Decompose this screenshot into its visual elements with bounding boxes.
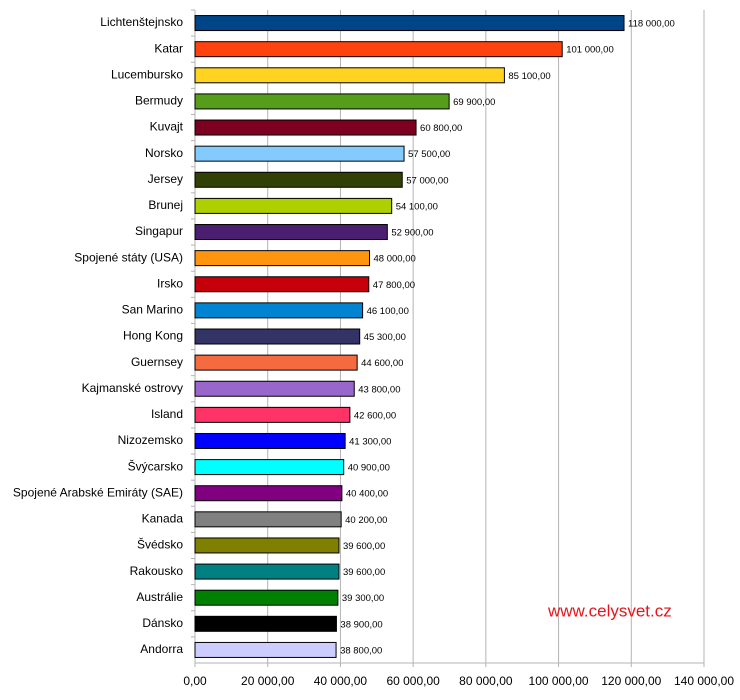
y-tick-label: Katar — [154, 41, 183, 55]
y-tick-label: Bermudy — [135, 94, 183, 108]
y-tick-label: Švýcarsko — [128, 458, 184, 473]
bar — [194, 276, 370, 293]
bar — [194, 589, 339, 606]
y-tick-label: Singapur — [135, 224, 183, 238]
y-tick-label: Lucembursko — [111, 67, 183, 81]
y-tick-label: Lichtenštejnsko — [100, 15, 183, 29]
value-label: 38 800,00 — [340, 645, 382, 656]
value-label: 42 600,00 — [354, 410, 396, 421]
value-label: 69 900,00 — [453, 97, 495, 108]
value-label: 85 100,00 — [508, 71, 550, 82]
y-tick-label: Island — [151, 407, 183, 421]
bar — [194, 197, 393, 214]
bar — [194, 563, 340, 580]
bar — [194, 250, 371, 267]
value-label: 54 100,00 — [396, 201, 438, 212]
x-tick-label: 0,00 — [183, 674, 207, 688]
bar — [194, 224, 388, 241]
y-tick-label: Švédsko — [137, 537, 183, 552]
bar — [194, 41, 563, 58]
value-label: 41 300,00 — [349, 436, 391, 447]
watermark: www.celysvet.cz — [547, 601, 672, 620]
value-label: 101 000,00 — [566, 45, 614, 56]
y-tick-label: Norsko — [145, 146, 183, 160]
bar — [194, 511, 342, 528]
y-tick-label: Kuvajt — [150, 120, 184, 134]
value-label: 46 100,00 — [367, 306, 409, 317]
bar — [194, 328, 361, 345]
y-tick-label: Jersey — [148, 172, 183, 186]
value-label: 57 000,00 — [406, 175, 448, 186]
value-label: 40 400,00 — [346, 489, 388, 500]
value-label: 39 600,00 — [343, 541, 385, 552]
y-tick-label: Irsko — [157, 276, 183, 290]
bar — [194, 485, 343, 502]
y-tick-label: Andorra — [140, 642, 183, 656]
x-tick-label: 120 000,00 — [601, 674, 661, 688]
value-label: 40 200,00 — [345, 515, 387, 526]
bar — [194, 93, 450, 110]
value-label: 44 600,00 — [361, 358, 403, 369]
bar — [194, 354, 358, 371]
value-label: 43 800,00 — [358, 384, 400, 395]
value-label: 118 000,00 — [628, 19, 675, 30]
value-label: 40 900,00 — [348, 463, 390, 474]
bar — [194, 406, 351, 423]
value-label: 47 800,00 — [373, 280, 415, 291]
value-label: 57 500,00 — [408, 149, 450, 160]
x-tick-label: 80 000,00 — [459, 674, 513, 688]
x-tick-label: 40 000,00 — [314, 674, 368, 688]
bar — [194, 67, 505, 84]
y-tick-label: Nizozemsko — [118, 433, 184, 447]
y-tick-label: Austrálie — [136, 590, 183, 604]
bar — [194, 380, 355, 397]
bar — [194, 615, 337, 632]
bar — [194, 459, 345, 476]
y-tick-label: Spojené státy (USA) — [74, 250, 183, 264]
value-label: 48 000,00 — [374, 254, 416, 265]
y-tick-label: San Marino — [122, 303, 184, 317]
y-tick-label: Rakousko — [130, 564, 184, 578]
bar — [194, 15, 625, 32]
bar — [194, 432, 346, 449]
value-label: 52 900,00 — [391, 228, 433, 239]
value-label: 38 900,00 — [340, 619, 382, 630]
y-tick-label: Dánsko — [142, 616, 183, 630]
bar — [194, 302, 364, 319]
y-tick-label: Spojené Arabské Emiráty (SAE) — [13, 485, 183, 499]
x-tick-label: 140 000,00 — [674, 674, 734, 688]
bar — [194, 119, 417, 136]
value-label: 45 300,00 — [364, 332, 406, 343]
bar — [194, 171, 403, 188]
y-tick-label: Kajmanské ostrovy — [82, 381, 183, 395]
y-tick-label: Brunej — [148, 198, 183, 212]
value-label: 39 300,00 — [342, 593, 384, 604]
bar — [194, 145, 405, 162]
y-tick-label: Guernsey — [131, 355, 183, 369]
value-label: 39 600,00 — [343, 567, 385, 578]
y-tick-label: Kanada — [142, 512, 184, 526]
y-tick-label: Hong Kong — [123, 329, 183, 343]
value-label: 60 800,00 — [420, 123, 462, 134]
bar — [194, 641, 337, 658]
x-tick-label: 60 000,00 — [386, 674, 440, 688]
bar — [194, 537, 340, 554]
x-tick-label: 20 000,00 — [241, 674, 295, 688]
x-tick-label: 100 000,00 — [529, 674, 589, 688]
